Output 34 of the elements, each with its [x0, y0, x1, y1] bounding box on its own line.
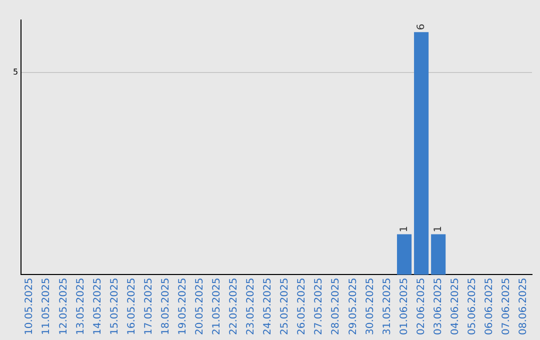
x-tick-label: 31.05.2025 — [382, 278, 393, 336]
x-tick-label: 21.05.2025 — [212, 278, 223, 336]
x-tick-label: 16.05.2025 — [126, 278, 138, 336]
x-tick-label: 20.05.2025 — [194, 278, 206, 336]
x-tick-label: 02.06.2025 — [416, 278, 427, 336]
x-tick-label: 03.06.2025 — [432, 278, 444, 336]
x-tick-label: 04.06.2025 — [450, 278, 461, 336]
x-tick-label: 10.05.2025 — [24, 278, 36, 336]
x-tick-label: 19.05.2025 — [177, 278, 188, 336]
x-tick-label: 30.05.2025 — [364, 278, 376, 336]
x-tick-label: 27.05.2025 — [314, 278, 325, 336]
x-tick-label: 08.06.2025 — [518, 278, 530, 336]
x-tick-label: 28.05.2025 — [330, 278, 342, 336]
x-tick-label: 11.05.2025 — [41, 278, 52, 336]
data-label: 6 — [416, 24, 427, 30]
y-tick-label: 5 — [12, 68, 18, 77]
x-tick-label: 24.05.2025 — [262, 278, 274, 336]
x-tick-label: 25.05.2025 — [280, 278, 291, 336]
x-tick-label: 26.05.2025 — [296, 278, 308, 336]
x-tick-label: 13.05.2025 — [75, 278, 86, 336]
x-tick-label: 22.05.2025 — [228, 278, 240, 336]
x-tick-label: 05.06.2025 — [466, 278, 478, 336]
x-tick-label: 18.05.2025 — [160, 278, 172, 336]
x-tick-label: 12.05.2025 — [58, 278, 70, 336]
x-tick-label: 01.06.2025 — [398, 278, 410, 336]
x-tick-label: 07.06.2025 — [501, 278, 512, 336]
x-tick-label: 23.05.2025 — [246, 278, 257, 336]
x-tick-label: 14.05.2025 — [92, 278, 104, 336]
data-label: 1 — [398, 226, 410, 232]
data-label: 1 — [432, 226, 444, 232]
x-tick-label: 29.05.2025 — [348, 278, 359, 336]
x-tick-label: 17.05.2025 — [143, 278, 154, 336]
x-tick-label: 06.06.2025 — [484, 278, 496, 336]
x-tick-label: 15.05.2025 — [109, 278, 120, 336]
